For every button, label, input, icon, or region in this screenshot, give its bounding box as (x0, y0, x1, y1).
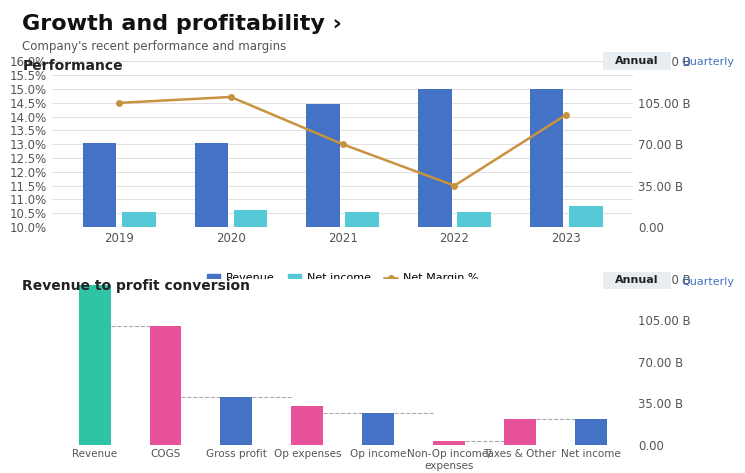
Bar (150, 326, 182, 445)
Bar (457, 212, 491, 473)
Text: Quarterly: Quarterly (682, 277, 735, 288)
Text: Annual: Annual (615, 55, 659, 66)
Legend: Revenue, Net income, Net Margin %: Revenue, Net income, Net Margin % (203, 269, 483, 288)
Text: Company's recent performance and margins: Company's recent performance and margins (22, 40, 287, 53)
Text: Annual: Annual (615, 275, 659, 286)
Bar (306, 104, 340, 473)
Bar (122, 212, 156, 473)
Bar (504, 419, 536, 445)
Text: Growth and profitability ›: Growth and profitability › (22, 14, 342, 34)
Bar (83, 143, 116, 473)
Text: Quarterly: Quarterly (682, 57, 735, 68)
Bar (418, 89, 451, 473)
Bar (221, 397, 253, 445)
Bar (79, 285, 110, 445)
Bar (291, 406, 323, 445)
Bar (569, 206, 603, 473)
Bar (346, 212, 379, 473)
Bar (433, 441, 465, 445)
Bar (530, 89, 563, 473)
Bar (234, 210, 267, 473)
Bar (362, 412, 394, 445)
Text: Revenue to profit conversion: Revenue to profit conversion (22, 279, 250, 293)
Bar (194, 143, 228, 473)
Bar (575, 419, 606, 445)
Text: Performance: Performance (22, 59, 123, 73)
